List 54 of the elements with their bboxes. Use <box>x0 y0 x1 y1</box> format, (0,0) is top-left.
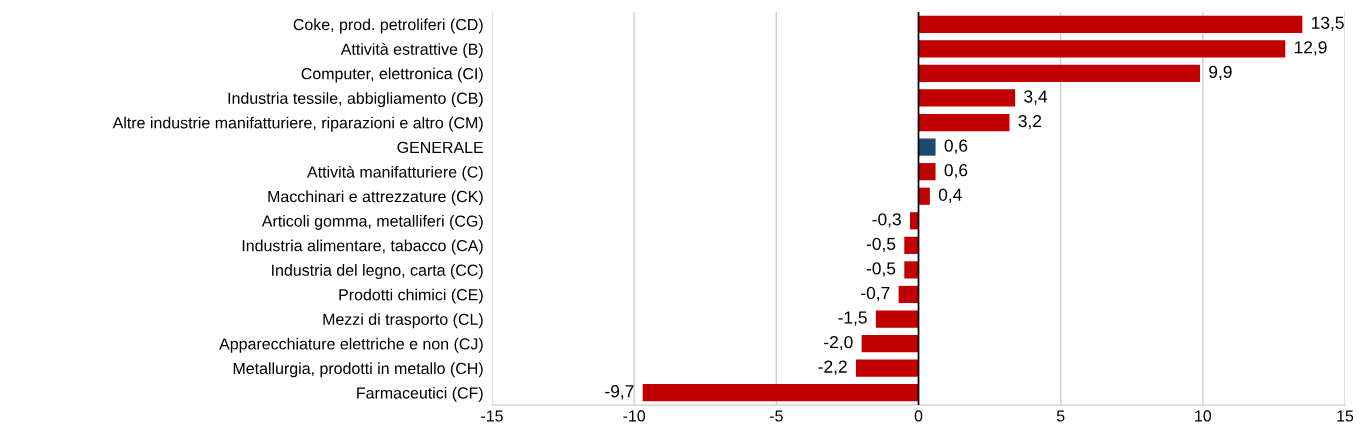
bar <box>898 285 919 304</box>
bar <box>904 236 919 254</box>
data-label: -1,5 <box>838 311 867 326</box>
data-label: 13,5 <box>1312 16 1344 31</box>
y-tick-label: Prodotti chimici (CE) <box>339 288 483 304</box>
y-tick-label: Industria del legno, carta (CC) <box>272 264 483 280</box>
data-label: 12,9 <box>1294 41 1327 56</box>
bar <box>875 310 919 328</box>
data-label: -0,3 <box>872 213 901 228</box>
data-label: 3,2 <box>1018 114 1042 130</box>
x-tick-label: 5 <box>1056 410 1065 422</box>
y-tick-label: Farmaceutici (CF) <box>357 386 483 402</box>
data-label: -0,5 <box>866 237 896 253</box>
x-tick-label: 15 <box>1337 410 1354 422</box>
data-label: 0,6 <box>944 139 968 154</box>
y-tick-label: GENERALE <box>397 141 483 154</box>
data-label: -0,5 <box>866 262 896 277</box>
data-label: 0,4 <box>938 188 962 203</box>
bar <box>918 163 936 181</box>
bar <box>918 15 1303 33</box>
y-tick-label: Industria alimentare, tabacco (CA) <box>242 239 483 255</box>
data-label: -2,2 <box>818 360 847 375</box>
y-tick-label: Articoli gomma, metalliferi (CG) <box>261 214 483 230</box>
y-tick-label: Apparecchiature elettriche e non (CJ) <box>219 337 483 353</box>
bar <box>861 335 919 353</box>
bar <box>918 89 1016 107</box>
x-tick-label: -15 <box>481 410 503 422</box>
bar <box>855 359 919 377</box>
bar <box>642 384 919 402</box>
y-tick-label: Macchinari e attrezzature (CK) <box>268 190 483 206</box>
y-tick-label: Computer, elettronica (CI) <box>301 67 483 83</box>
data-label: 0,6 <box>944 164 968 179</box>
x-tick-label: 0 <box>914 410 923 422</box>
data-label: -9,7 <box>605 385 634 400</box>
bar <box>918 40 1286 58</box>
data-label: -2,0 <box>824 335 853 351</box>
bar <box>918 113 1010 132</box>
bar <box>918 187 930 205</box>
x-tick-label: -10 <box>623 410 646 422</box>
bar <box>904 261 919 279</box>
data-label: 3,4 <box>1024 90 1048 105</box>
data-label: 9,9 <box>1209 65 1232 81</box>
bar <box>918 64 1200 82</box>
x-tick-label: -5 <box>769 410 783 422</box>
data-label: -0,7 <box>861 286 890 302</box>
x-tick-label: 10 <box>1195 410 1212 422</box>
y-tick-label: Mezzi di trasporto (CL) <box>323 313 483 329</box>
y-tick-label: Metallurgia, prodotti in metallo (CH) <box>233 362 483 378</box>
y-tick-label: Attività manifatturiere (C) <box>307 165 483 181</box>
y-tick-label: Attività estrattive (B) <box>340 42 483 59</box>
y-tick-label: Coke, prod. petroliferi (CD) <box>293 18 483 34</box>
y-tick-label: Industria tessile, abbigliamento (CB) <box>228 92 483 108</box>
bar <box>918 138 936 156</box>
y-tick-label: Altre industrie manifatturiere, riparazioni e altro (CM) <box>112 116 483 132</box>
